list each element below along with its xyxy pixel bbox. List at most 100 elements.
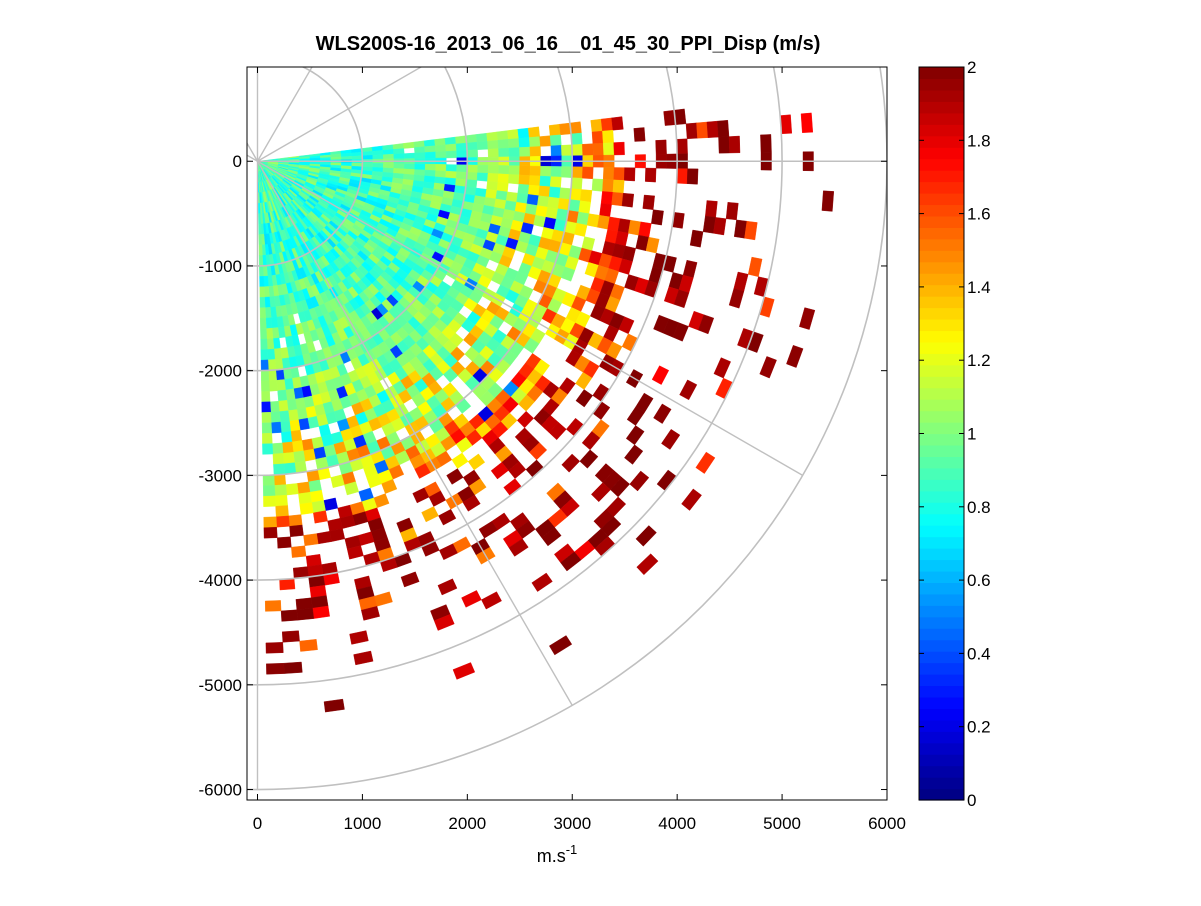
colorbar-segment [919, 353, 964, 365]
colorbar-segment [919, 159, 964, 171]
polar-grid-spoke [121, 83, 257, 162]
data-cell [530, 166, 541, 176]
data-cell [262, 433, 272, 444]
data-cell [278, 390, 287, 401]
colorbar-tick-label: 1.8 [967, 131, 991, 150]
data-cell [603, 143, 614, 156]
data-cell [286, 389, 296, 401]
data-cell [281, 610, 298, 622]
data-cell [457, 165, 468, 173]
colorbar-tick-label: 0 [967, 791, 976, 810]
y-tick-label: 0 [233, 152, 242, 171]
data-cell [259, 234, 262, 245]
data-cell [259, 266, 263, 277]
data-cell [478, 165, 489, 173]
data-cell [304, 534, 319, 546]
data-cell [548, 197, 560, 209]
colorbar-segment [919, 285, 964, 297]
data-cell [260, 308, 266, 319]
data-cell [258, 203, 260, 214]
colorbar-tick-label: 1.2 [967, 351, 991, 370]
data-cell [287, 399, 297, 411]
colorbar-segment [919, 422, 964, 434]
data-cell [298, 492, 311, 504]
colorbar-segment [919, 239, 964, 251]
data-cell [477, 141, 488, 150]
data-cell [622, 193, 634, 207]
data-cell [261, 360, 269, 371]
data-cell [705, 201, 717, 218]
data-cell [273, 338, 281, 349]
data-cell [477, 173, 488, 182]
data-cell [269, 380, 278, 391]
data-cell [466, 180, 477, 189]
colorbar-segment [919, 101, 964, 113]
colorbar-segment [919, 491, 964, 503]
data-cell [373, 155, 384, 160]
data-cell [517, 193, 529, 204]
colorbar-segment [919, 651, 964, 663]
data-cell [686, 123, 698, 139]
data-cell [592, 179, 603, 192]
data-cell [424, 140, 435, 147]
data-cell [273, 453, 284, 464]
data-cell [435, 138, 446, 145]
data-cell [550, 135, 561, 146]
data-cell [394, 154, 405, 159]
data-cell [331, 157, 342, 160]
y-tick-label: -5000 [199, 676, 242, 695]
data-cell [713, 217, 726, 235]
x-tick-label: 4000 [658, 814, 696, 833]
data-cell [528, 127, 540, 138]
data-cell [436, 164, 447, 171]
data-cell [571, 178, 582, 190]
data-cell [261, 339, 268, 350]
data-cell [425, 164, 436, 170]
data-cell [487, 140, 498, 149]
data-cell [455, 136, 466, 144]
data-cell [467, 142, 478, 150]
data-cell [313, 606, 330, 619]
data-cell [286, 483, 299, 495]
data-cell [283, 368, 292, 379]
data-cell [801, 113, 813, 133]
data-cell [288, 410, 298, 422]
data-cell [276, 506, 289, 517]
colorbar-segment [919, 193, 964, 205]
data-cell [320, 157, 331, 160]
data-cell [456, 143, 467, 151]
data-cell [603, 167, 614, 180]
data-cell [582, 167, 593, 179]
data-cell [261, 350, 268, 361]
colorbar-tick-label: 2 [967, 58, 976, 77]
data-cell [373, 150, 384, 155]
data-cell [467, 172, 478, 180]
data-cell [403, 142, 414, 148]
colorbar-segment [919, 674, 964, 686]
colorbar-segment [919, 617, 964, 629]
colorbar-segment [919, 227, 964, 239]
colorbar-segment [919, 67, 964, 79]
data-cell [265, 297, 271, 308]
colorbar-segment [919, 273, 964, 285]
colorbar-tick-label: 0.2 [967, 718, 991, 737]
data-cell [264, 527, 277, 538]
colorbar-segment [919, 319, 964, 331]
data-cell [528, 185, 540, 196]
data-cell [268, 359, 276, 370]
data-cell [296, 598, 313, 610]
colorbar-segment [919, 502, 964, 514]
data-cell [260, 318, 266, 329]
data-cell [274, 474, 286, 485]
data-cell [580, 190, 592, 203]
colorbar-segment [919, 170, 964, 182]
data-cell [456, 172, 467, 180]
data-cell [293, 451, 305, 463]
data-cell [602, 130, 613, 143]
data-cell [265, 307, 271, 318]
data-cell [261, 381, 269, 392]
data-cell [266, 663, 284, 674]
colorbar-segment [919, 411, 964, 423]
colorbar-segment [919, 697, 964, 709]
data-cell [271, 317, 278, 328]
